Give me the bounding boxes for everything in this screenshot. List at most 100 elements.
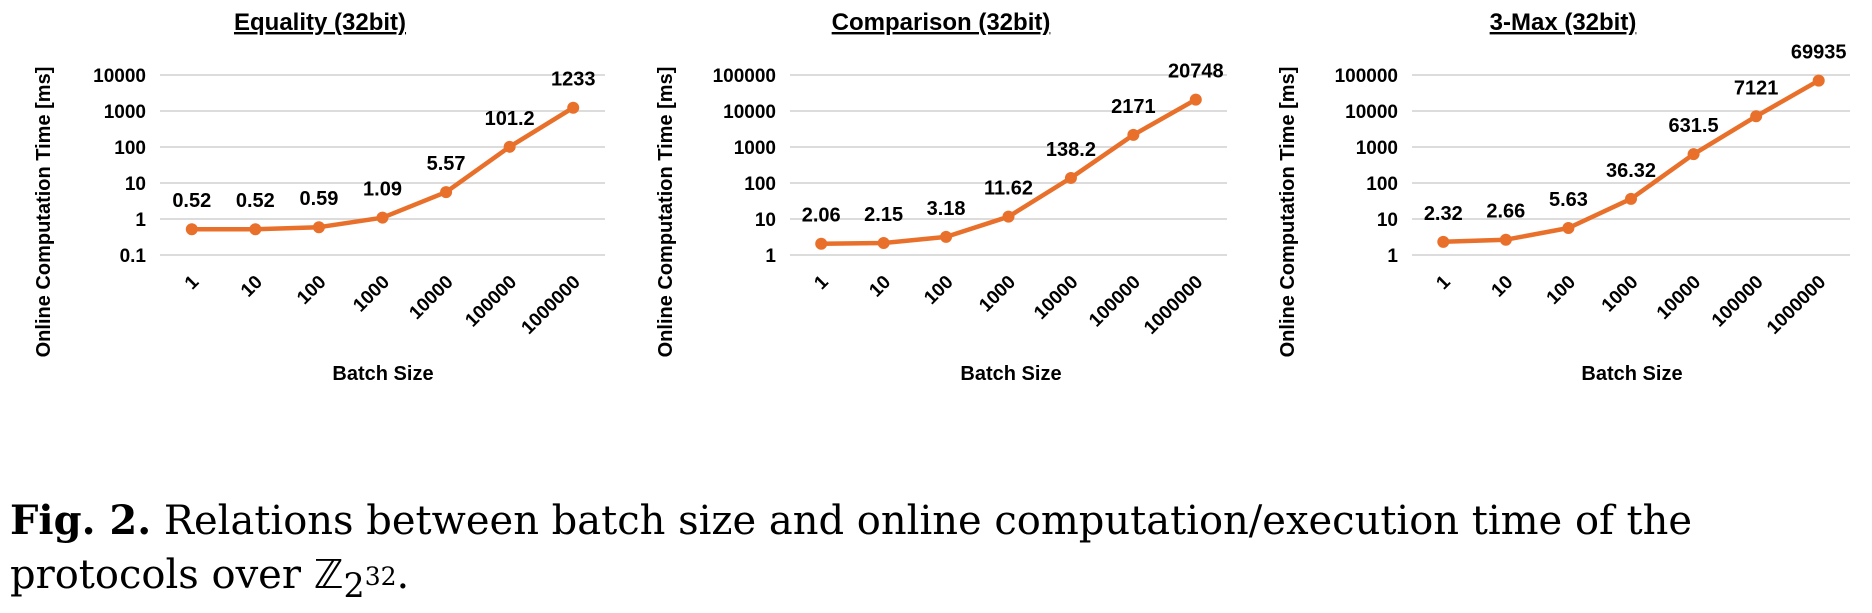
data-label: 138.2 (1046, 139, 1096, 161)
x-tick-label: 10000 (405, 272, 457, 324)
x-tick-label: 1000 (1598, 272, 1643, 317)
data-point (1437, 235, 1450, 248)
y-tick-label: 100 (744, 174, 776, 195)
chart-2: Comparison (32bit)1101001000100001000001… (655, 9, 1227, 385)
x-tick-label: 100 (920, 272, 957, 309)
caption-label: Fig. 2. (10, 497, 152, 544)
x-tick-label: 1 (810, 271, 833, 294)
x-tick-label: 10 (865, 272, 895, 302)
data-point (815, 237, 828, 250)
y-tick-label: 100000 (713, 66, 776, 87)
data-point (1002, 210, 1015, 223)
y-tick-label: 1 (765, 246, 776, 267)
x-tick-label: 1000000 (518, 272, 585, 339)
y-tick-label: 10000 (723, 102, 776, 123)
data-point (1812, 74, 1825, 87)
x-axis-title: Batch Size (1581, 363, 1682, 385)
data-point (1499, 233, 1512, 246)
data-label: 2.15 (864, 204, 903, 226)
data-label: 11.62 (984, 178, 1033, 200)
y-tick-label: 10000 (1345, 102, 1398, 123)
y-axis-title: Online Computation Time [ms] (1277, 67, 1299, 358)
x-tick-label: 1000 (349, 272, 394, 317)
data-point (503, 140, 516, 153)
y-tick-label: 1 (1387, 246, 1398, 267)
y-axis-title: Online Computation Time [ms] (33, 67, 55, 358)
y-tick-label: 100 (114, 138, 146, 159)
data-point (1687, 148, 1700, 161)
caption-period: . (396, 552, 410, 598)
y-tick-label: 1000 (734, 138, 776, 159)
y-tick-label: 1000 (104, 102, 146, 123)
data-point (249, 223, 262, 236)
data-label: 69935 (1791, 42, 1847, 64)
x-tick-label: 1000 (975, 272, 1020, 317)
x-axis-title: Batch Size (960, 363, 1061, 385)
data-label: 5.63 (1549, 189, 1588, 211)
data-point (940, 230, 953, 243)
data-point (185, 223, 198, 236)
x-tick-label: 10 (237, 272, 267, 302)
x-tick-label: 10 (1488, 272, 1518, 302)
data-label: 2.06 (802, 205, 841, 227)
data-label: 0.52 (236, 190, 275, 212)
x-tick-label: 10000 (1030, 272, 1082, 324)
data-point (567, 101, 580, 114)
y-tick-label: 10 (125, 174, 146, 195)
data-label: 1233 (551, 69, 596, 91)
x-tick-label: 100 (293, 272, 330, 309)
y-tick-label: 1 (135, 210, 146, 231)
y-tick-label: 100000 (1335, 66, 1398, 87)
x-tick-label: 100000 (461, 272, 521, 332)
caption-text: Relations between batch size and online … (10, 498, 1693, 598)
data-label: 3.18 (927, 198, 966, 220)
data-label: 36.32 (1606, 160, 1656, 182)
data-label: 5.57 (427, 153, 466, 175)
x-tick-label: 1 (1432, 271, 1455, 294)
y-tick-label: 0.1 (120, 246, 147, 267)
y-tick-label: 10 (1377, 210, 1398, 231)
y-axis-title: Online Computation Time [ms] (655, 67, 677, 358)
x-tick-label: 100000 (1085, 272, 1145, 332)
data-point (312, 221, 325, 234)
data-point (1127, 128, 1140, 141)
x-tick-label: 100 (1543, 272, 1580, 309)
data-point (440, 186, 453, 199)
y-tick-label: 1000 (1356, 138, 1398, 159)
caption-ring-base: 2 (343, 566, 365, 605)
x-tick-label: 100000 (1708, 272, 1768, 332)
data-label: 631.5 (1669, 115, 1719, 137)
data-point (1625, 192, 1637, 205)
x-tick-label: 1000000 (1763, 272, 1830, 339)
data-label: 7121 (1734, 77, 1779, 99)
chart-title: 3-Max (32bit) (1490, 9, 1637, 36)
x-tick-label: 1 (181, 271, 204, 294)
data-point (1750, 110, 1763, 123)
chart-title: Equality (32bit) (234, 9, 406, 36)
data-label: 20748 (1168, 61, 1224, 83)
caption-ring-symbol: ℤ (313, 552, 344, 598)
data-label: 2171 (1111, 96, 1156, 118)
data-point (1189, 93, 1202, 106)
data-point (376, 211, 389, 224)
y-tick-label: 10 (755, 210, 776, 231)
data-label: 2.32 (1424, 203, 1463, 225)
chart-title: Comparison (32bit) (832, 9, 1051, 36)
data-point (1064, 171, 1077, 184)
figure-caption: Fig. 2. Relations between batch size and… (10, 494, 1870, 613)
data-label: 2.66 (1486, 201, 1525, 223)
x-tick-label: 10000 (1653, 272, 1705, 324)
x-tick-label: 1000000 (1140, 272, 1207, 339)
data-point (1562, 221, 1575, 234)
y-tick-label: 10000 (93, 66, 146, 87)
x-axis-title: Batch Size (332, 363, 433, 385)
y-tick-label: 100 (1366, 174, 1398, 195)
caption-ring-exponent: 32 (364, 561, 397, 591)
data-label: 0.52 (172, 190, 211, 212)
data-label: 101.2 (485, 108, 535, 130)
data-label: 0.59 (299, 188, 338, 210)
data-point (877, 237, 890, 250)
